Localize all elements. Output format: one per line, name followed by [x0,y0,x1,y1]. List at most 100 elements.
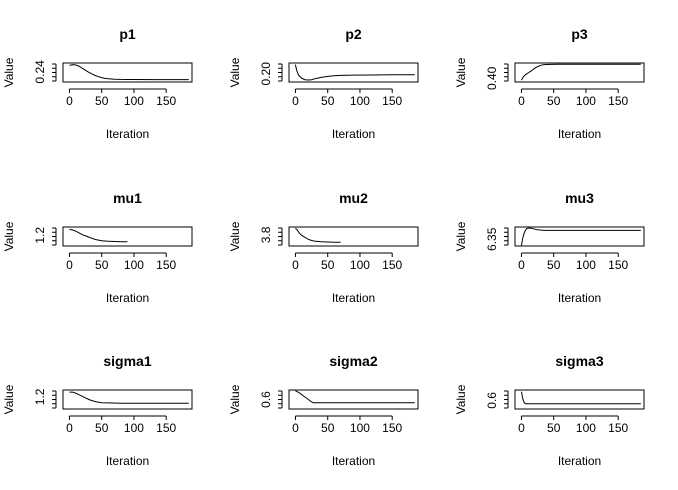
panel-p1-x-axis: 0 50 100 150 [66,88,177,108]
panel-p1-title: p1 [119,26,136,42]
panel-p3-x-tick-label: 100 [576,94,596,108]
panel-p2-trace-line [294,64,415,81]
panel-p3-x-tick-label: 150 [608,94,628,108]
panel-sigma1-trace-line [69,391,189,404]
panel-sigma1-y-tick-label: 1.2 [33,388,47,405]
panel-sigma1-x-axis-label: Iteration [106,454,149,468]
panel-sigma1-title: sigma1 [103,353,151,369]
panel-mu1-title: mu1 [113,190,142,206]
panel-sigma2-x-tick-label: 150 [382,421,402,435]
panel-p2-x-axis-label: Iteration [332,127,375,141]
panel-p1-x-tick-label: 150 [156,94,176,108]
panel-mu3-x-tick-label: 100 [576,258,596,272]
panel-p3-x-tick-label: 0 [518,94,525,108]
panel-mu2-x-tick-label: 100 [350,258,370,272]
panel-mu2-y-axis: 3.8 [259,226,283,246]
panel-mu2-x-tick-label: 150 [382,258,402,272]
panel-mu1-x-axis: 0 50 100 150 [66,252,177,272]
panel-mu3-y-tick-label: 6.35 [485,227,499,251]
panel-p1-x-tick-label: 0 [66,94,73,108]
panel-mu2-plot-box [288,226,419,247]
panel-p1-y-axis-label: Value [2,57,16,87]
panel-mu2-x-axis-label: Iteration [332,291,375,305]
panel-p3-y-axis: 0.40 [485,63,509,90]
panel-mu3: mu3 0 50 100 150 Iteration 6.35 Value [454,190,645,305]
panel-mu1-plot-box [62,226,193,247]
panel-mu2-y-tick-label: 3.8 [259,226,273,243]
panel-p3: p3 0 50 100 150 Iteration 0.40 Value [454,26,645,141]
panel-sigma2: sigma2 0 50 100 150 Iteration 0.6 Value [228,353,419,468]
panel-p1-x-tick-label: 100 [124,94,144,108]
panel-p3-x-axis-label: Iteration [558,127,601,141]
panel-mu1-y-axis-label: Value [2,221,16,251]
panel-sigma2-y-tick-label: 0.6 [259,391,273,408]
panel-sigma3-y-tick-label: 0.6 [485,392,499,409]
panel-mu1-x-tick-label: 50 [95,258,109,272]
panel-p2-plot-box [288,62,419,83]
panel-sigma2-x-axis: 0 50 100 150 [292,415,403,435]
panel-p3-y-tick-label: 0.40 [485,66,499,90]
panel-sigma1-x-tick-label: 100 [124,421,144,435]
panel-sigma3-x-tick-label: 50 [547,421,561,435]
panel-mu1-trace-line [69,228,128,243]
panel-p1-x-axis-label: Iteration [106,127,149,141]
panel-p2-y-axis-label: Value [228,57,242,87]
panel-p3-trace-line [521,63,641,81]
panel-sigma2-y-axis: 0.6 [259,390,283,409]
panel-sigma1-plot-box [62,389,193,410]
panel-mu2-x-tick-label: 50 [321,258,335,272]
panel-sigma2-trace-line [295,390,415,404]
panel-mu2-trace-line [295,227,341,243]
panel-sigma3-y-axis-label: Value [454,384,468,414]
panel-mu1-y-tick-label: 1.2 [33,227,47,244]
panel-sigma1-x-tick-label: 50 [95,421,109,435]
panel-mu3-x-tick-label: 150 [608,258,628,272]
panel-mu1: mu1 0 50 100 150 Iteration 1.2 Value [2,190,193,305]
panel-sigma1-y-axis: 1.2 [33,388,57,409]
panel-mu3-x-tick-label: 0 [518,258,525,272]
panel-p2-x-tick-label: 50 [321,94,335,108]
panel-mu2-x-tick-label: 0 [292,258,299,272]
panel-sigma3-plot-box [514,389,645,410]
panel-p2: p2 0 50 100 150 Iteration 0.20 Value [228,26,419,141]
panel-mu3-x-tick-label: 50 [547,258,561,272]
panel-sigma3: sigma3 0 50 100 150 Iteration 0.6 Value [454,353,645,468]
panel-sigma3-x-tick-label: 0 [518,421,525,435]
panel-p1-y-axis: 0.24 [33,60,57,84]
panel-p2-y-axis: 0.20 [259,62,283,85]
panel-p2-x-tick-label: 0 [292,94,299,108]
panel-mu1-x-axis-label: Iteration [106,291,149,305]
panel-sigma2-title: sigma2 [329,353,377,369]
panel-p1-plot-box [62,62,193,83]
panel-p2-x-axis: 0 50 100 150 [292,88,403,108]
panel-sigma2-x-axis-label: Iteration [332,454,375,468]
panel-mu3-x-axis: 0 50 100 150 [518,252,629,272]
panel-sigma1-x-tick-label: 150 [156,421,176,435]
panel-sigma2-x-tick-label: 100 [350,421,370,435]
panel-mu3-y-axis: 6.35 [485,227,509,251]
panel-mu2: mu2 0 50 100 150 Iteration 3.8 Value [228,190,419,305]
panel-sigma3-trace-line [521,391,641,405]
panel-sigma3-x-axis: 0 50 100 150 [518,415,629,435]
panel-sigma2-x-tick-label: 50 [321,421,335,435]
panel-mu3-trace-line [521,227,641,246]
panel-p2-x-tick-label: 150 [382,94,402,108]
panel-p2-x-tick-label: 100 [350,94,370,108]
panel-p3-x-axis: 0 50 100 150 [518,88,629,108]
panel-sigma3-y-axis: 0.6 [485,390,509,409]
panel-sigma2-x-tick-label: 0 [292,421,299,435]
panel-p3-y-axis-label: Value [454,57,468,87]
panel-p3-x-tick-label: 50 [547,94,561,108]
panel-mu3-x-axis-label: Iteration [558,291,601,305]
panel-sigma1-y-axis-label: Value [2,384,16,414]
panel-mu3-plot-box [514,226,645,247]
panel-sigma2-y-axis-label: Value [228,384,242,414]
panel-mu3-y-axis-label: Value [454,221,468,251]
panel-p3-plot-box [514,62,645,83]
panel-mu1-x-tick-label: 100 [124,258,144,272]
panel-p1-y-tick-label: 0.24 [33,60,47,84]
panel-mu1-y-axis: 1.2 [33,227,57,246]
panel-sigma2-plot-box [288,389,419,410]
panel-sigma3-title: sigma3 [555,353,603,369]
panel-sigma3-x-axis-label: Iteration [558,454,601,468]
